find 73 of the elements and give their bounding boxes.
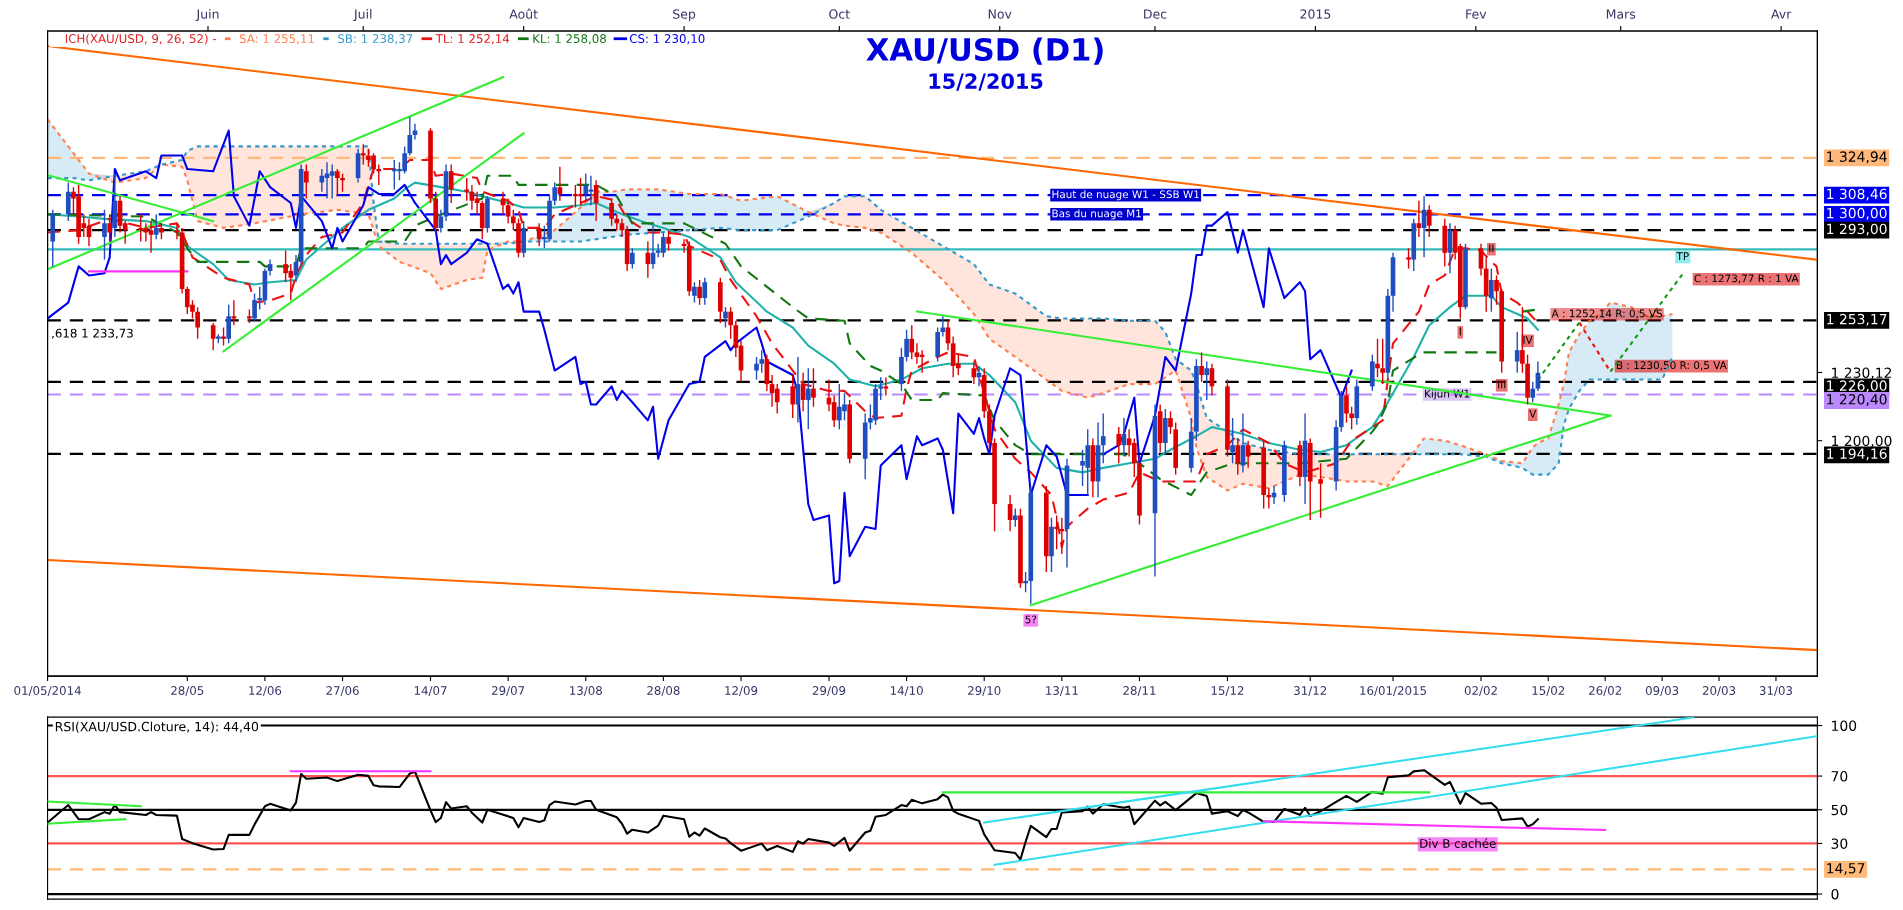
y-tick-label: 50 [1831, 804, 1848, 816]
x-tick-label: 01/05/2014 [14, 686, 81, 696]
annotation: C : 1273,77 R : 1 VA [1694, 274, 1799, 284]
x-tick-label: 29/10 [968, 686, 1001, 696]
annotation: II [1489, 244, 1494, 253]
x2-tick-label: 2015 [1300, 9, 1331, 19]
y-tick-label: 30 [1831, 838, 1848, 849]
annotation: TP [1676, 252, 1689, 260]
x-tick-label: 20/03 [1702, 686, 1736, 696]
y-tick-label: 1 230,12 [1832, 367, 1892, 380]
annotation: Haut de nuage W1 - SSB W1 [1052, 190, 1199, 201]
x-tick-label: 31/03 [1759, 686, 1793, 696]
x-tick-label: 15/12 [1211, 686, 1244, 696]
x2-tick-label: Août [509, 8, 538, 19]
x2-tick-label: Fev [1466, 9, 1487, 19]
x2-tick-label: Juil [353, 9, 372, 22]
chart-title: RSI(XAU/USD.Cloture, 14): 44,40 [55, 721, 259, 733]
x-tick-label: 13/11 [1046, 686, 1078, 696]
annotation: B : 1230,50 R: 0,5 VA [1616, 361, 1727, 371]
x2-tick-label: Oct [829, 9, 850, 19]
y-tick-label: 100 [1832, 720, 1857, 731]
ref-line-label: 1 226,00 [1827, 380, 1887, 393]
x-tick-label: 15/02 [1532, 686, 1565, 696]
x-tick-label: 02/02 [1464, 686, 1497, 696]
legend-label: KL: 1 258,08 [533, 34, 606, 45]
x2-tick-label: Avr [1771, 9, 1792, 19]
x-tick-label: 14/07 [414, 686, 447, 696]
x-tick-label: 16/01/2015 [1360, 686, 1427, 696]
annotation: 5? [1025, 615, 1037, 624]
x-tick-label: 14/10 [890, 686, 923, 696]
x-tick-label: 27/06 [326, 686, 359, 696]
x2-tick-label: Mars [1606, 9, 1636, 19]
ref-line-label: 1 300,00 [1827, 207, 1887, 220]
ref-line-label: 1 194,16 [1827, 448, 1887, 461]
x-tick-label: 28/05 [171, 686, 204, 696]
ref-line-label: 1 308,46 [1827, 188, 1887, 201]
legend-label: TL: 1 252,14 [435, 34, 510, 45]
x-tick-label: 12/06 [249, 686, 282, 696]
x2-tick-label: Dec [1144, 9, 1167, 19]
x2-tick-label: Juin [195, 9, 219, 22]
legend-label: SA: 1 255,11 [239, 34, 314, 45]
text: 15/2/2015 [929, 73, 1043, 91]
ref-line-label: 14,57 [1827, 863, 1865, 875]
x-tick-label: 28/08 [647, 686, 680, 696]
ref-line-label: 1 253,17 [1827, 313, 1887, 326]
annotation: V [1529, 409, 1537, 418]
annotation: Div B cachée [1420, 838, 1496, 848]
legend-label: CS: 1 230,10 [629, 34, 705, 45]
y-tick-label: 0 [1831, 888, 1839, 900]
annotation: IV [1523, 336, 1533, 344]
x2-tick-label: Nov [988, 9, 1012, 19]
ref-line-label: 1 220,40 [1827, 394, 1887, 406]
legend-label: SB: 1 238,37 [338, 34, 413, 45]
ref-line-label: 1 293,00 [1827, 223, 1887, 236]
x-tick-label: 09/03 [1645, 686, 1679, 696]
annotation: I [1459, 327, 1461, 336]
x-tick-label: 29/07 [491, 686, 525, 696]
x-tick-label: 28/11 [1123, 686, 1156, 696]
annotation: Bas du nuage M1 [1052, 209, 1141, 220]
chart-title: XAU/USD (D1) [866, 37, 1103, 65]
ref-line-label: 1 324,94 [1827, 151, 1887, 164]
annotation: ,618 1 233,73 [52, 328, 133, 339]
annotation: A : 1252,14 R: 0,5 VS [1551, 309, 1663, 319]
x-tick-label: 12/09 [725, 686, 758, 696]
x-tick-label: 31/12 [1294, 686, 1327, 696]
y-tick-label: 1 200,00 [1832, 435, 1892, 448]
y-tick-label: 70 [1831, 771, 1848, 782]
x-tick-label: 29/09 [812, 686, 846, 696]
annotation: III [1498, 380, 1506, 389]
legend-title: ICH(XAU/USD, 9, 26, 52) - [65, 33, 217, 45]
x2-tick-label: Sep [673, 9, 696, 22]
x-tick-label: 13/08 [570, 686, 602, 696]
x-tick-label: 26/02 [1589, 686, 1622, 696]
